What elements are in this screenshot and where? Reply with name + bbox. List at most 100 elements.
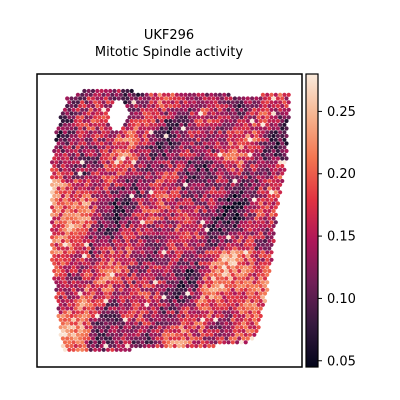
spot [189,276,194,281]
spot [183,302,188,307]
spot [138,238,143,244]
spot [222,92,227,97]
spot [73,313,78,319]
spot [185,193,190,199]
spot [196,257,201,262]
spot [95,313,100,319]
spot [112,231,117,236]
spot [209,310,214,315]
spot [185,253,190,259]
spot [138,141,143,146]
spot [131,332,136,337]
spot [239,242,244,247]
spot [159,201,164,206]
spot [213,227,218,232]
spot [183,212,188,217]
spot [168,171,173,176]
spot [105,272,111,277]
spot [243,160,248,165]
spot [136,175,141,180]
spot [105,145,111,150]
spot [241,253,246,259]
spot [60,193,65,199]
spot [60,343,65,349]
spot [202,321,207,326]
spot [254,276,259,281]
spot [155,321,160,326]
spot [198,313,203,319]
spot [149,137,154,142]
spot [204,332,210,337]
spot [174,115,179,120]
spot [176,193,182,199]
spot [211,291,216,296]
spot [226,92,231,97]
spot [73,291,78,296]
spot [207,201,212,206]
spot [183,190,188,195]
spot [275,186,280,191]
spot [50,242,55,247]
spot [69,126,74,131]
spot [151,261,156,266]
spot [157,340,162,345]
spot [194,238,199,244]
spot [118,280,123,285]
spot [54,152,59,157]
spot [204,302,210,307]
spot [237,118,242,124]
spot [50,175,55,180]
spot [213,220,218,225]
spot [123,152,128,157]
spot [250,283,255,289]
spot [95,88,100,94]
spot [50,250,55,255]
spot [207,186,212,191]
spot [118,227,123,232]
spot [65,126,70,131]
spot [123,265,128,270]
spot [235,250,240,255]
spot [56,306,61,311]
spot [260,115,265,120]
spot [232,96,237,101]
spot [90,321,96,326]
spot [93,92,98,97]
spot [181,261,186,266]
spot [65,171,70,176]
spot [103,156,108,161]
spot [127,347,132,352]
spot [133,163,139,169]
spot [80,130,85,135]
spot [90,208,96,214]
spot [67,287,72,292]
spot [166,340,171,345]
spot [121,171,126,176]
spot [278,107,283,112]
spot [224,268,229,274]
spot [133,336,139,341]
spot [224,238,229,244]
spot [93,287,98,292]
spot [84,197,89,202]
spot [174,250,179,255]
spot [204,197,210,202]
spot [273,130,278,135]
spot [161,332,167,337]
spot [166,107,171,112]
spot [213,107,218,112]
spot [245,268,250,274]
spot [112,328,117,334]
spot [207,306,212,311]
spot [207,298,212,304]
spot [58,227,63,232]
spot [157,152,162,157]
spot [185,246,190,251]
spot [204,190,210,195]
spot [172,283,177,289]
spot [159,103,164,109]
spot [90,336,96,341]
spot [226,227,231,232]
spot [93,325,98,330]
spot [95,133,100,139]
